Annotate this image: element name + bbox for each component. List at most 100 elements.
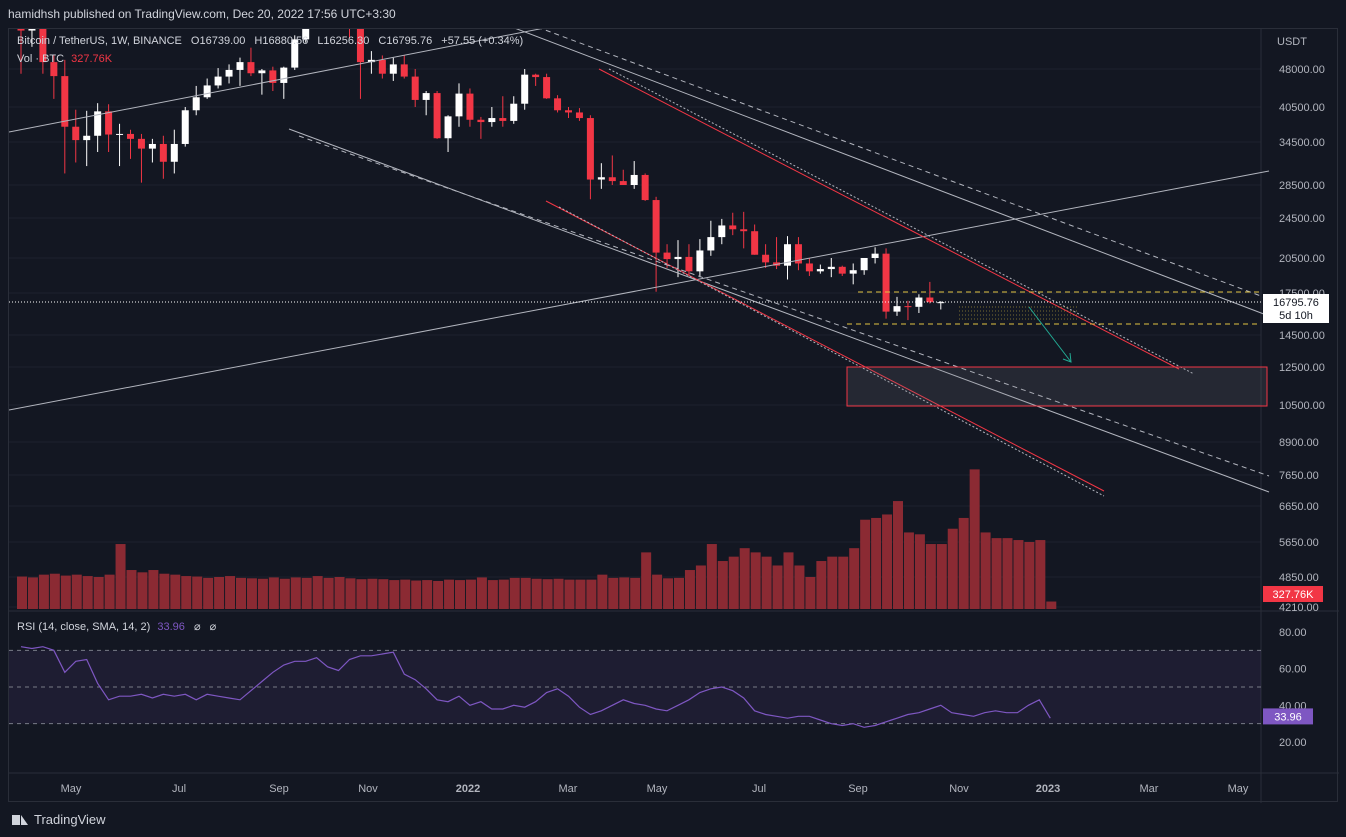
candle-body <box>477 119 485 123</box>
volume-bar <box>345 578 356 609</box>
time-axis-label: Sep <box>269 783 289 795</box>
volume-bar <box>476 577 487 609</box>
price-axis-label: 4210.00 <box>1279 602 1319 614</box>
volume-bar <box>575 579 586 609</box>
price-axis-unit: USDT <box>1277 36 1307 48</box>
volume-bar <box>947 528 958 609</box>
time-axis-label: Jul <box>172 783 186 795</box>
candle-body <box>258 70 266 74</box>
brand-name: TradingView <box>34 812 106 827</box>
volume-bar <box>871 517 882 609</box>
volume-bar <box>444 579 455 609</box>
candle-body <box>367 59 375 63</box>
price-axis-label: 4850.00 <box>1279 572 1319 584</box>
price-axis-label: 12500.00 <box>1279 362 1325 374</box>
candle-body <box>269 70 277 83</box>
ohlc-change: +57.55 (+0.34%) <box>441 35 524 47</box>
symbol-name[interactable]: Bitcoin / TetherUS, 1W, BINANCE <box>17 35 182 47</box>
price-axis-label: 40500.00 <box>1279 102 1325 114</box>
visibility-icon[interactable]: ⌀ <box>193 621 201 633</box>
rsi-legend: RSI (14, close, SMA, 14, 2) 33.96 ⌀ ⌀ <box>17 620 216 633</box>
price-axis-label: 28500.00 <box>1279 180 1325 192</box>
candle-body <box>510 103 518 121</box>
candle-body <box>433 93 441 139</box>
time-axis-label: Sep <box>848 783 868 795</box>
candle-body <box>61 76 69 127</box>
time-axis-label: May <box>1228 783 1249 795</box>
candle-body <box>532 74 540 78</box>
volume-bar <box>827 556 838 609</box>
candle-body <box>302 29 310 40</box>
volume-bar <box>619 577 630 609</box>
volume-bar <box>783 552 794 609</box>
rsi-label[interactable]: RSI (14, close, SMA, 14, 2) <box>17 621 151 633</box>
volume-bar <box>148 570 159 609</box>
volume-bar <box>93 577 104 609</box>
volume-bar <box>203 577 214 609</box>
volume-bar <box>236 577 246 609</box>
candle-body <box>170 143 178 162</box>
candle-body <box>499 118 507 121</box>
candle-body <box>663 252 671 260</box>
last-price-tag <box>1263 294 1329 323</box>
volume-bar <box>564 579 575 609</box>
price-axis-label: 7650.00 <box>1279 470 1319 482</box>
settings-icon[interactable]: ⌀ <box>209 621 217 633</box>
volume-bar <box>71 574 82 609</box>
volume-bar <box>860 519 871 609</box>
volume-bar <box>1013 540 1024 609</box>
candle-body <box>674 256 682 260</box>
volume-bar <box>214 577 225 609</box>
volume-bar <box>608 577 619 609</box>
volume-bar <box>652 574 663 609</box>
candle-body <box>280 67 288 83</box>
ohlc-low: L16256.30 <box>317 35 370 47</box>
publisher-line: hamidhsh published on TradingView.com, D… <box>8 7 396 21</box>
volume-bar <box>498 579 509 609</box>
time-axis-label: Mar <box>1140 783 1159 795</box>
candle-body <box>860 258 868 271</box>
volume-bar <box>367 578 378 609</box>
volume-bar <box>268 577 279 609</box>
candle-body <box>50 62 58 77</box>
candle-body <box>762 254 770 263</box>
candle-body <box>236 62 244 70</box>
volume-bar <box>903 532 914 609</box>
rsi-line <box>20 646 1051 728</box>
volume-bar <box>82 576 93 609</box>
rsi-value-tag <box>1263 708 1313 725</box>
volume-bar <box>126 570 137 609</box>
volume-bar <box>1002 538 1013 609</box>
candle-body <box>926 297 934 303</box>
volume-bar <box>882 514 893 609</box>
candle-body <box>422 93 430 100</box>
candle-body <box>597 177 605 180</box>
volume-value: 327.76K <box>71 53 113 65</box>
volume-bar <box>334 577 345 609</box>
chart-canvas[interactable]: USDT 48000.00 40500.00 34500.00 28500.00 2450… <box>9 29 1339 803</box>
volume-bar <box>1046 601 1057 609</box>
volume-bar <box>958 517 969 609</box>
volume-bar <box>115 544 126 609</box>
support-dotted <box>558 206 1105 497</box>
candle-body <box>247 62 255 74</box>
volume-bar <box>137 572 148 609</box>
bar-countdown: 5d 10h <box>1279 310 1313 322</box>
ohlc-close: C16795.76 <box>378 35 433 47</box>
volume-bar <box>60 575 71 609</box>
volume-bar <box>509 577 520 609</box>
candle-body <box>181 110 189 144</box>
header: hamidhsh published on TradingView.com, D… <box>0 0 1346 28</box>
volume-bar <box>695 565 706 609</box>
candle-body <box>225 69 233 77</box>
volume-label[interactable]: Vol · BTC <box>17 53 65 65</box>
tradingview-logo[interactable]: TradingView <box>12 812 106 827</box>
channel-lower <box>288 128 1270 493</box>
time-axis-label: 2022 <box>456 783 480 795</box>
candle-body <box>630 174 638 185</box>
volume-bar <box>597 574 608 609</box>
candle-body <box>127 133 134 139</box>
rsi-axis-label: 80.00 <box>1279 627 1307 639</box>
price-axis-label: 48000.00 <box>1279 64 1325 76</box>
chart-frame[interactable]: USDT 48000.00 40500.00 34500.00 28500.00 2450… <box>8 28 1339 803</box>
